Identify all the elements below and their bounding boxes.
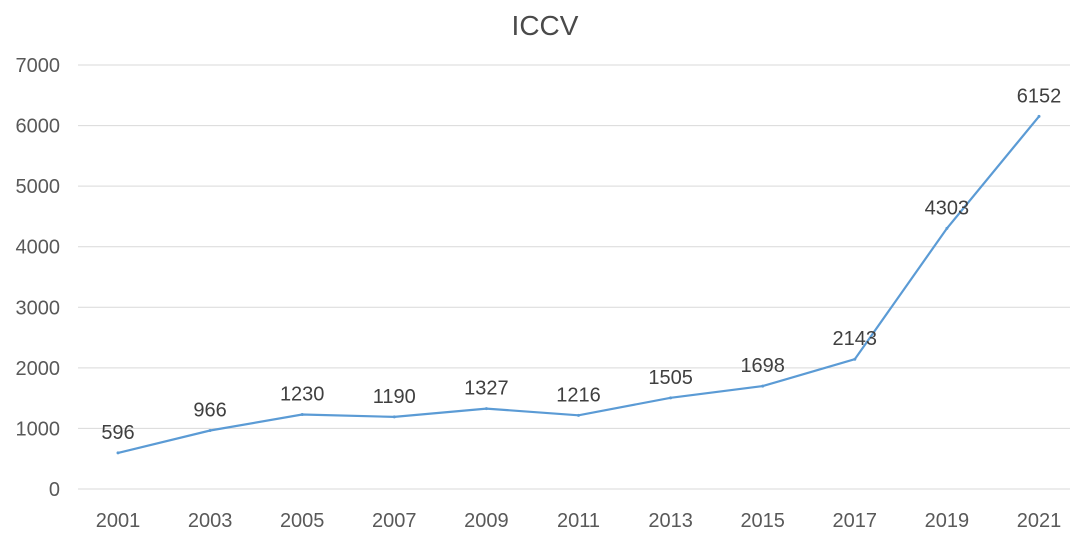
data-point-2019 (945, 226, 949, 230)
x-tick-label-2009: 2009 (464, 510, 509, 532)
y-tick-label-0: 0 (49, 479, 60, 501)
x-tick-label-2007: 2007 (372, 510, 417, 532)
series-layer (116, 114, 1041, 455)
data-point-2015 (761, 384, 765, 388)
data-label-2013: 1505 (648, 367, 693, 389)
data-label-2007: 1190 (373, 386, 416, 408)
data-label-2019: 4303 (925, 197, 970, 219)
y-tick-label-3000: 3000 (16, 297, 61, 319)
y-tick-label-4000: 4000 (16, 237, 61, 259)
data-point-2009 (484, 407, 488, 411)
x-tick-label-2019: 2019 (925, 510, 970, 532)
data-label-2021: 6152 (1017, 85, 1062, 107)
data-point-2011 (577, 413, 580, 417)
data-labels: 596 966 1230 1190 1327 1216 1505 1698 2143 4303 61… (101, 85, 1061, 444)
x-axis: 2001 2003 2005 2007 2009 2011 2013 2015 2017 2019… (96, 510, 1062, 532)
data-label-2015: 1698 (740, 355, 785, 377)
x-tick-label-2011: 2011 (557, 510, 600, 532)
data-label-2001: 596 (101, 422, 134, 444)
gridlines (78, 64, 1070, 490)
data-point-2021 (1037, 114, 1041, 118)
data-label-2003: 966 (193, 399, 226, 421)
data-point-2003 (208, 428, 212, 432)
data-label-2017: 2143 (833, 328, 878, 350)
data-point-2001 (116, 451, 120, 455)
data-point-2013 (669, 396, 673, 400)
y-tick-label-1000: 1000 (16, 418, 61, 440)
x-tick-label-2015: 2015 (740, 510, 785, 532)
x-tick-label-2005: 2005 (280, 510, 325, 532)
x-tick-label-2013: 2013 (648, 510, 693, 532)
y-tick-label-5000: 5000 (16, 176, 61, 198)
data-label-2011: 1216 (556, 384, 601, 406)
y-tick-label-2000: 2000 (16, 358, 61, 380)
data-point-2017 (853, 357, 857, 361)
y-axis: 0 1000 2000 3000 4000 5000 6000 7000 (16, 55, 61, 501)
y-tick-label-6000: 6000 (16, 116, 61, 138)
data-point-2007 (392, 415, 396, 419)
chart-title: ICCV (512, 10, 579, 41)
data-label-2005: 1230 (280, 383, 325, 405)
y-tick-label-7000: 7000 (16, 55, 61, 77)
x-tick-label-2003: 2003 (188, 510, 233, 532)
x-tick-label-2017: 2017 (833, 510, 878, 532)
data-label-2009: 1327 (464, 378, 509, 400)
data-point-2005 (300, 412, 304, 416)
x-tick-label-2001: 2001 (96, 510, 141, 532)
x-tick-label-2021: 2021 (1017, 510, 1062, 532)
